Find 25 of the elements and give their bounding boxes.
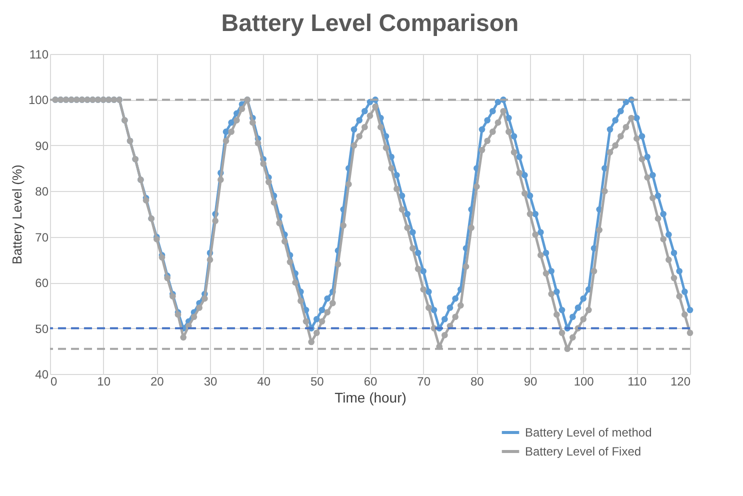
x-tick-label: 60: [364, 374, 378, 388]
chart-title: Battery Level Comparison: [221, 10, 519, 37]
x-axis-title: Time (hour): [334, 390, 406, 406]
x-tick-label: 90: [524, 374, 538, 388]
x-tick-label: 30: [204, 374, 218, 388]
x-tick-label: 80: [470, 374, 484, 388]
x-tick-label: 20: [150, 374, 164, 388]
x-tick-label: 70: [417, 374, 431, 388]
x-tick-label: 40: [257, 374, 271, 388]
y-tick-label: 100: [28, 93, 49, 108]
x-tick-label: 10: [97, 374, 111, 388]
legend-label: Battery Level of Fixed: [525, 444, 642, 458]
legend-label: Battery Level of method: [525, 426, 652, 440]
y-tick-label: 90: [35, 138, 49, 153]
x-tick-label: 120: [670, 374, 691, 388]
y-tick-label: 50: [35, 322, 49, 336]
x-tick-label: 110: [628, 374, 648, 388]
y-tick-label: 70: [35, 230, 49, 244]
x-tick-label: 0: [50, 374, 58, 388]
y-tick-label: 60: [35, 276, 49, 290]
x-tick-label: 100: [574, 374, 594, 388]
y-tick-label: 80: [35, 184, 49, 199]
y-tick-label: 110: [29, 48, 49, 62]
y-axis-title: Battery Level (%): [9, 164, 24, 264]
x-tick-label: 50: [310, 374, 324, 388]
